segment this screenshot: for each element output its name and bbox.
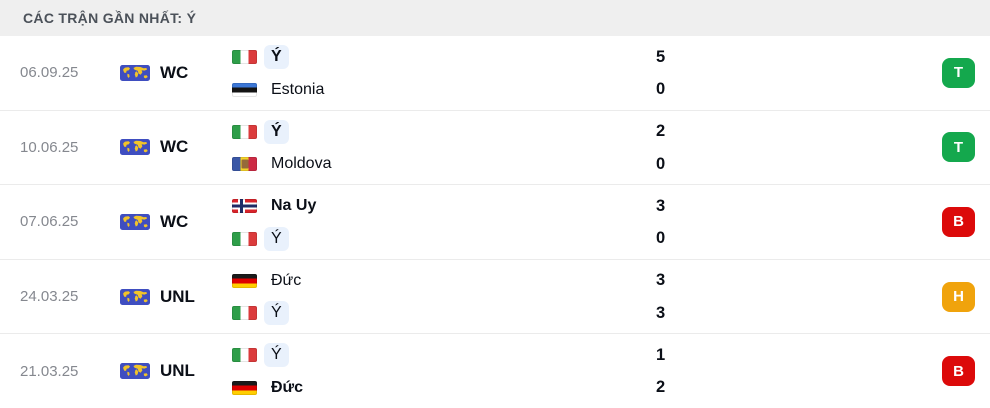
competition: UNL bbox=[120, 287, 232, 307]
competition-label: WC bbox=[160, 62, 189, 82]
result-badge: H bbox=[942, 281, 975, 312]
competition: UNL bbox=[120, 361, 232, 381]
away-team-name: Đức bbox=[271, 378, 304, 396]
estonia-flag-icon bbox=[232, 82, 257, 97]
home-team-name: Ý bbox=[264, 45, 289, 69]
home-team-score: 2 bbox=[656, 122, 666, 141]
world-map-icon bbox=[120, 363, 150, 380]
away-team-line: Estonia 0 bbox=[232, 76, 702, 104]
teams-column: Na Uy 3 Ý 0 bbox=[232, 185, 702, 259]
away-team-line: Đức 2 bbox=[232, 374, 702, 402]
competition-label: UNL bbox=[160, 286, 195, 306]
result-badge: B bbox=[942, 206, 975, 237]
home-team-name: Ý bbox=[264, 119, 289, 144]
away-team-line: Moldova 0 bbox=[232, 150, 702, 178]
germany-flag-icon bbox=[232, 380, 257, 395]
home-team-line: Na Uy 3 bbox=[232, 192, 702, 220]
match-row[interactable]: 10.06.25 WC Ý 2 Mold bbox=[0, 110, 990, 186]
result-badge: T bbox=[942, 132, 975, 163]
home-team-line: Ý 2 bbox=[232, 118, 702, 146]
competition-label: UNL bbox=[160, 361, 195, 381]
home-team-line: Đức 3 bbox=[232, 267, 702, 295]
match-row[interactable]: 07.06.25 WC Na Uy 3 bbox=[0, 185, 990, 260]
moldova-flag-icon bbox=[232, 157, 257, 172]
competition-label: WC bbox=[160, 211, 189, 231]
home-team-name: Na Uy bbox=[271, 197, 317, 215]
away-team-name: Moldova bbox=[271, 155, 332, 173]
result-badge: T bbox=[942, 57, 975, 88]
match-date: 07.06.25 bbox=[20, 213, 79, 231]
teams-column: Đức 3 Ý 3 bbox=[232, 260, 702, 334]
match-date: 24.03.25 bbox=[20, 288, 79, 306]
world-map-icon bbox=[120, 213, 150, 230]
away-team-score: 0 bbox=[656, 154, 666, 173]
competition: WC bbox=[120, 212, 232, 232]
result-badge: B bbox=[942, 356, 975, 387]
home-team-line: Ý 1 bbox=[232, 341, 702, 369]
competition: WC bbox=[120, 63, 232, 83]
norway-flag-icon bbox=[232, 199, 257, 214]
home-team-score: 1 bbox=[656, 345, 666, 364]
competition-label: WC bbox=[160, 137, 189, 157]
match-date: 06.09.25 bbox=[20, 64, 79, 82]
italy-flag-icon bbox=[232, 348, 257, 363]
teams-column: Ý 1 Đức 2 bbox=[232, 334, 702, 408]
match-row[interactable]: 24.03.25 UNL Đức 3 Ý bbox=[0, 259, 990, 335]
match-row[interactable]: 21.03.25 UNL Ý 1 Đức bbox=[0, 334, 990, 408]
home-team-score: 3 bbox=[656, 196, 666, 215]
world-map-icon bbox=[120, 64, 150, 81]
world-map-icon bbox=[120, 139, 150, 156]
away-team-line: Ý 3 bbox=[232, 299, 702, 327]
away-team-score: 2 bbox=[656, 378, 666, 397]
home-team-name: Ý bbox=[264, 343, 289, 368]
away-team-line: Ý 0 bbox=[232, 225, 702, 253]
away-team-score: 3 bbox=[656, 303, 666, 322]
home-team-score: 5 bbox=[656, 47, 666, 66]
teams-column: Ý 2 Moldova 0 bbox=[232, 111, 702, 185]
italy-flag-icon bbox=[232, 306, 257, 321]
away-team-name: Estonia bbox=[271, 80, 325, 98]
widget-header: CÁC TRẬN GẦN NHẤT: Ý bbox=[0, 0, 990, 36]
away-team-score: 0 bbox=[656, 80, 666, 99]
away-team-name: Ý bbox=[264, 301, 289, 326]
home-team-name: Đức bbox=[271, 271, 302, 289]
home-team-line: Ý 5 bbox=[232, 43, 702, 71]
match-date: 21.03.25 bbox=[20, 362, 79, 380]
match-row[interactable]: 06.09.25 WC Ý 5 Esto bbox=[0, 36, 990, 111]
match-list: 06.09.25 WC Ý 5 Esto bbox=[0, 36, 990, 408]
match-date: 10.06.25 bbox=[20, 138, 79, 156]
world-map-icon bbox=[120, 288, 150, 305]
away-team-name: Ý bbox=[264, 226, 289, 251]
italy-flag-icon bbox=[232, 124, 257, 139]
teams-column: Ý 5 Estonia 0 bbox=[232, 36, 702, 110]
germany-flag-icon bbox=[232, 273, 257, 288]
away-team-score: 0 bbox=[656, 229, 666, 248]
widget-title: CÁC TRẬN GẦN NHẤT: Ý bbox=[23, 10, 197, 26]
italy-flag-icon bbox=[232, 231, 257, 246]
competition: WC bbox=[120, 137, 232, 157]
italy-flag-icon bbox=[232, 50, 257, 64]
home-team-score: 3 bbox=[656, 271, 666, 290]
